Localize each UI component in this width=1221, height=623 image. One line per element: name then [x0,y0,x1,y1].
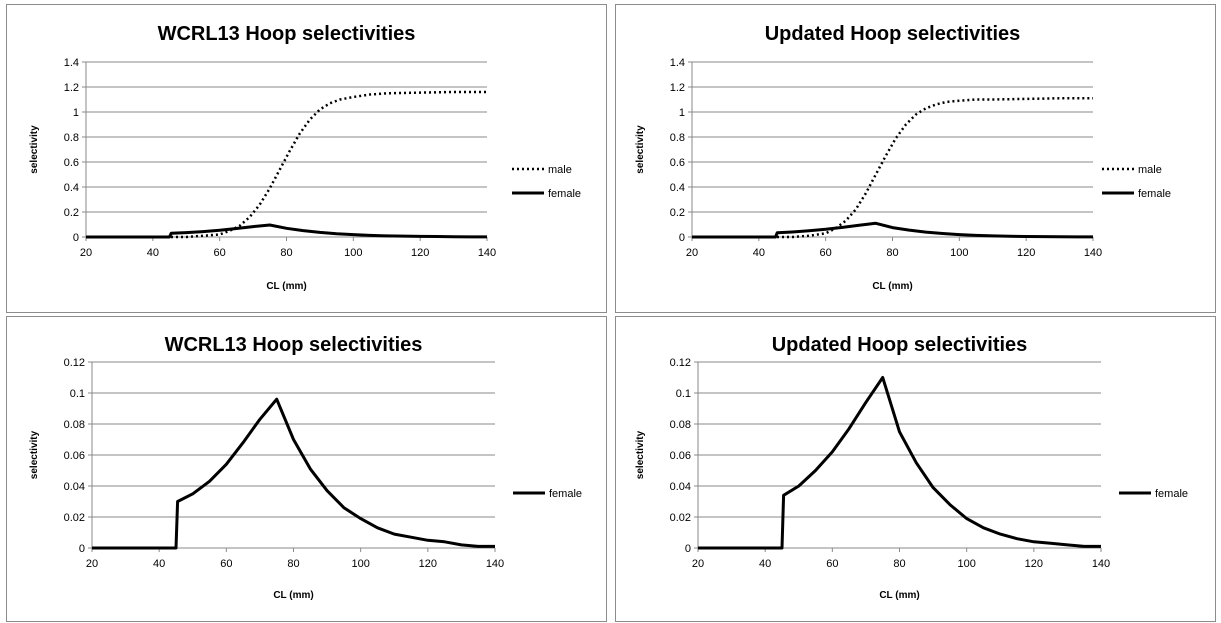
series-line-female [692,221,1093,239]
y-tick-label: 0.08 [670,419,691,431]
y-tick-label: 0.1 [676,388,691,400]
y-tick-label: 0.02 [64,512,85,524]
y-tick-label: 0.4 [670,182,685,194]
y-tick-label: 1.4 [670,57,685,69]
x-tick-label: 60 [826,558,838,570]
x-tick-label: 40 [153,558,165,570]
x-tick-label: 40 [753,247,765,259]
y-tick-label: 0.8 [64,132,79,144]
x-tick-label: 80 [886,247,898,259]
legend-label-female: female [1138,188,1171,200]
series-line-female [698,376,1101,550]
x-tick-label: 120 [419,558,437,570]
y-tick-label: 1 [73,107,79,119]
x-tick-label: 120 [1017,247,1035,259]
y-tick-label: 0.1 [70,388,85,400]
y-tick-label: 1 [679,107,685,119]
chart-panel-wcrl13-bottom: WCRL13 Hoop selectivities 0 0.02 0.04 0.06 0.… [6,316,607,622]
x-tick-label: 140 [478,247,496,259]
x-tick-label: 60 [820,247,832,259]
y-tick-label: 0.2 [64,207,79,219]
x-tick-label: 100 [344,247,362,259]
y-tick-label: 0.02 [670,512,691,524]
x-tick-label: 80 [280,247,292,259]
y-tick-label: 1.2 [64,82,79,94]
x-axis-label: CL (mm) [273,590,313,601]
x-axis-label: CL (mm) [266,281,306,292]
x-tick-label: 120 [1025,558,1043,570]
y-tick-label: 0.06 [64,450,85,462]
y-tick-label: 0.04 [64,481,85,493]
y-tick-label: 1.2 [670,82,685,94]
y-tick-label: 0.12 [670,357,691,369]
x-tick-label: 140 [486,558,504,570]
y-tick-label: 0.6 [670,157,685,169]
chart-svg: WCRL13 Hoop selectivities 0 0.2 0.4 0.6 0.8 1 1… [29,23,581,292]
y-tick-label: 0 [679,232,685,244]
x-tick-label: 100 [351,558,369,570]
chart-title: Updated Hoop selectivities [765,23,1021,45]
y-tick-label: 1.4 [64,57,79,69]
y-tick-label: 0.04 [670,481,691,493]
x-tick-label: 100 [957,558,975,570]
chart-panel-wcrl13-top: WCRL13 Hoop selectivities 0 0.2 0.4 0.6 0.8 1 1… [6,4,607,313]
x-tick-label: 40 [147,247,159,259]
y-tick-label: 0 [73,232,79,244]
chart-svg: Updated Hoop selectivities 0 0.02 0.04 0.06 0… [635,334,1188,601]
y-axis-label: selectivity [635,430,646,479]
chart-svg: Updated Hoop selectivities 0 0.2 0.4 0.6 0.8 1… [635,23,1171,292]
y-tick-label: 0.4 [64,182,79,194]
y-tick-label: 0.6 [64,157,79,169]
chart-panel-updated-top: Updated Hoop selectivities 0 0.2 0.4 0.6 0.8 1… [615,4,1216,313]
chart-panel-updated-bottom: Updated Hoop selectivities 0 0.02 0.04 0.06 0… [615,316,1216,622]
chart-title: Updated Hoop selectivities [772,334,1028,356]
series-line-male [692,97,1093,239]
x-tick-label: 80 [287,558,299,570]
y-tick-label: 0 [685,543,691,555]
x-tick-label: 20 [80,247,92,259]
legend-label-female: female [1155,488,1188,500]
y-axis-label: selectivity [29,430,40,479]
legend-label-male: male [1138,164,1162,176]
x-tick-label: 100 [950,247,968,259]
x-tick-label: 20 [692,558,704,570]
y-tick-label: 0.8 [670,132,685,144]
chart-svg: WCRL13 Hoop selectivities 0 0.02 0.04 0.06 0.… [29,334,582,601]
y-tick-label: 0 [79,543,85,555]
x-tick-label: 80 [893,558,905,570]
legend-label-female: female [549,488,582,500]
y-tick-label: 0.12 [64,357,85,369]
legend-label-male: male [548,164,572,176]
x-tick-label: 40 [759,558,771,570]
y-tick-label: 0.06 [670,450,691,462]
series-line-male [86,90,487,239]
x-tick-label: 20 [686,247,698,259]
x-axis-label: CL (mm) [872,281,912,292]
x-tick-label: 140 [1084,247,1102,259]
series-line-female [92,397,495,550]
x-tick-label: 60 [220,558,232,570]
y-axis-label: selectivity [635,125,646,174]
y-tick-label: 0.2 [670,207,685,219]
chart-title: WCRL13 Hoop selectivities [158,23,416,45]
x-tick-label: 140 [1092,558,1110,570]
x-tick-label: 60 [214,247,226,259]
series-line-female [86,223,487,239]
x-axis-label: CL (mm) [879,590,919,601]
y-tick-label: 0.08 [64,419,85,431]
y-axis-label: selectivity [29,125,40,174]
legend-label-female: female [548,188,581,200]
x-tick-label: 20 [86,558,98,570]
x-tick-label: 120 [411,247,429,259]
chart-title: WCRL13 Hoop selectivities [165,334,423,356]
